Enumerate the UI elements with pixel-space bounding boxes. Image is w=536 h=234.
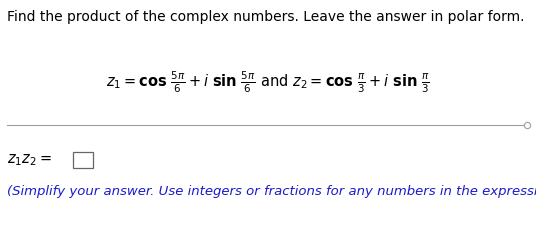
Bar (73, 152, 93, 168)
Text: Find the product of the complex numbers. Leave the answer in polar form.: Find the product of the complex numbers.… (7, 10, 525, 24)
Text: $z_1z_2 =$: $z_1z_2 =$ (7, 152, 52, 168)
Text: $z_1 = \mathbf{cos}\ \frac{5\pi}{6} + i\ \mathbf{sin}\ \frac{5\pi}{6}$$\ \mathrm: $z_1 = \mathbf{cos}\ \frac{5\pi}{6} + i\… (106, 69, 430, 95)
Text: (Simplify your answer. Use integers or fractions for any numbers in the expressi: (Simplify your answer. Use integers or f… (7, 186, 536, 198)
